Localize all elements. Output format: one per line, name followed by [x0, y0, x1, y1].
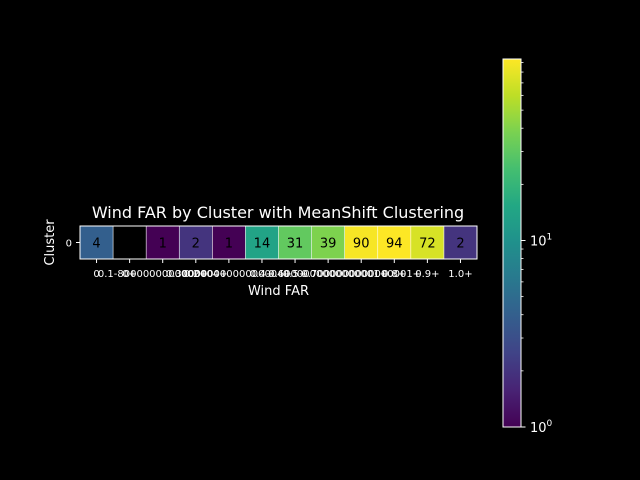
- colorbar-gradient: [502, 58, 522, 428]
- y-tick-label: 0: [66, 239, 72, 250]
- x-tick-label: 0.5+: [283, 269, 307, 280]
- heatmap-cell: [113, 226, 147, 259]
- x-tick-label: 0: [93, 269, 99, 280]
- chart-title: Wind FAR by Cluster with MeanShift Clust…: [92, 203, 464, 222]
- cell-value-label: 4: [92, 237, 100, 252]
- heatmap-cell: [377, 226, 411, 259]
- heatmap-cells: 4 1 2 1 14 31 39 90 94 72 2: [80, 226, 477, 259]
- cell-value-label: 14: [254, 237, 271, 252]
- cell-value-label: 2: [456, 237, 464, 252]
- x-axis-label: Wind FAR: [248, 284, 309, 299]
- heatmap-cell: [410, 226, 444, 259]
- heatmap-cell: [278, 226, 312, 259]
- heatmap-cell: [80, 226, 114, 259]
- heatmap-cell: [146, 226, 180, 259]
- colorbar-tick-exponent: 0: [547, 419, 553, 429]
- heatmap-cell: [344, 226, 378, 259]
- x-tick-label: 0.6000000000000001+: [268, 269, 388, 280]
- cell-value-label: 94: [386, 237, 403, 252]
- heatmap-cell: [311, 226, 345, 259]
- colorbar-tick-exponent: 1: [547, 232, 553, 242]
- cell-value-label: 31: [287, 237, 304, 252]
- x-tick-label: 0.2+: [184, 269, 208, 280]
- x-tick-label: 0+: [122, 269, 137, 280]
- cell-value-label: 39: [320, 237, 337, 252]
- x-tick-label: 0.7000000000000001+: [301, 269, 421, 280]
- colorbar-tick-base: 10: [530, 234, 547, 249]
- y-axis-ticks: 0: [66, 239, 80, 250]
- cell-value-label: 1: [159, 237, 167, 252]
- x-tick-label: 0.9+: [415, 269, 439, 280]
- cell-value-label: 2: [192, 237, 200, 252]
- cell-value-label: 1: [225, 237, 233, 252]
- x-tick-label: 0.30000000000000004+: [166, 269, 292, 280]
- colorbar-tick-base: 10: [530, 421, 547, 436]
- colorbar-tick-label: 100: [530, 419, 553, 436]
- x-axis-ticks: 0 0+0.1-8000000000000004+0.2+0.3000000000…: [93, 259, 473, 280]
- colorbar-tick-label: 101: [530, 232, 552, 249]
- x-tick-label: 1.0+: [448, 269, 472, 280]
- cell-value-label: 72: [419, 237, 436, 252]
- cell-value-label: 90: [353, 237, 370, 252]
- x-tick-label: 0.1-8000000000000004+: [98, 269, 228, 280]
- heatmap-cell: [245, 226, 279, 259]
- heatmap-cell: [443, 226, 477, 259]
- heatmap-cell: [179, 226, 213, 259]
- y-axis-label: Cluster: [43, 219, 58, 266]
- heatmap-cell: [212, 226, 246, 259]
- x-tick-label: 0.4+: [250, 269, 274, 280]
- x-tick-label: 0.8+: [382, 269, 406, 280]
